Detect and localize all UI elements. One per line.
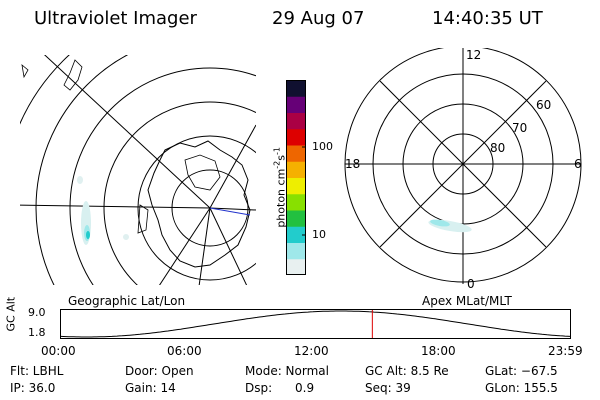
- altitude-ylabel: GC Alt: [4, 296, 18, 332]
- xtick-0600: 06:00: [167, 344, 202, 358]
- instrument-title: Ultraviolet Imager: [34, 8, 197, 29]
- colorbar-swatch: [286, 258, 306, 275]
- altitude-plot: [60, 309, 571, 339]
- altitude-ymin: 1.8: [28, 326, 46, 339]
- mlt-panel-label: Apex MLat/MLT: [422, 294, 512, 308]
- xtick-1800: 18:00: [421, 344, 456, 358]
- info-seq: Seq: 39: [365, 381, 411, 395]
- info-mode: Mode: Normal: [245, 364, 329, 378]
- xtick-1200: 12:00: [294, 344, 329, 358]
- info-dsp: Dsp: 0.9: [245, 381, 315, 395]
- mlat-label-60: 60: [536, 98, 552, 112]
- colorbar-swatch: [286, 145, 306, 162]
- colorbar-swatch: [286, 80, 306, 97]
- colorbar-tick-100: 100: [312, 140, 333, 153]
- info-gain: Gain: 14: [125, 381, 176, 395]
- mlat-label-70: 70: [512, 121, 528, 135]
- colorbar-swatch: [286, 242, 306, 260]
- colorbar-swatch: [286, 193, 306, 211]
- mlt-label-0: 0: [467, 277, 475, 291]
- mlt-label-12: 12: [466, 48, 482, 62]
- info-glat: GLat: −67.5: [485, 364, 558, 378]
- xtick-2359: 23:59: [548, 344, 583, 358]
- colorbar: [286, 80, 306, 275]
- geographic-panel-label: Geographic Lat/Lon: [68, 294, 186, 308]
- info-gc-alt: GC Alt: 8.5 Re: [365, 364, 449, 378]
- mlt-label-18: 18: [345, 157, 361, 171]
- mlt-label-6: 6: [574, 157, 582, 171]
- info-door: Door: Open: [125, 364, 194, 378]
- altitude-ymax: 9.0: [28, 306, 46, 319]
- colorbar-swatch: [286, 226, 306, 243]
- info-glon: GLon: 155.5: [485, 381, 558, 395]
- colorbar-swatch: [286, 96, 306, 113]
- mlat-label-80: 80: [490, 141, 506, 155]
- colorbar-swatch: [286, 161, 306, 178]
- colorbar-swatch: [286, 112, 306, 130]
- colorbar-swatch: [286, 128, 306, 146]
- colorbar-swatch: [286, 210, 306, 227]
- date-label: 29 Aug 07: [272, 8, 365, 29]
- time-label: 14:40:35 UT: [432, 8, 543, 29]
- info-flt: Flt: LBHL: [10, 364, 64, 378]
- xtick-0000: 00:00: [41, 344, 76, 358]
- colorbar-tick-10: 10: [312, 228, 326, 241]
- info-ip: IP: 36.0: [10, 381, 56, 395]
- colorbar-swatch: [286, 177, 306, 195]
- polar-mlt-plot: [344, 48, 582, 284]
- geographic-map: [20, 55, 256, 285]
- colorbar-unit-label: photon cm-2s-1: [272, 147, 288, 228]
